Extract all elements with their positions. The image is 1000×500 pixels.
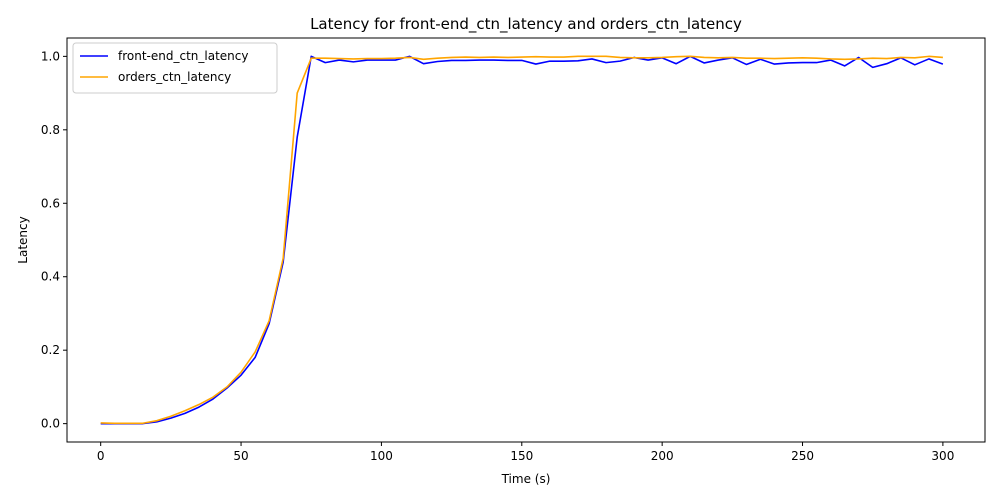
legend-label-0: front-end_ctn_latency	[118, 49, 248, 63]
series-line-1	[100, 55, 943, 425]
x-tick-label: 300	[931, 449, 954, 463]
plot-frame	[66, 37, 986, 443]
y-tick-label: 0.6	[41, 196, 60, 210]
tick-marks: 0 50 100 150 200 250 300 0.0 0.2 0.4 0.6 0.8 1.0	[41, 49, 954, 463]
x-tick-label: 150	[510, 449, 533, 463]
legend: front-end_ctn_latency orders_ctn_latency	[72, 42, 278, 94]
x-tick-label: 100	[370, 449, 393, 463]
x-tick-label: 200	[651, 449, 674, 463]
y-tick-label: 0.0	[41, 417, 60, 431]
y-tick-label: 1.0	[41, 49, 60, 63]
x-tick-label: 250	[791, 449, 814, 463]
series-lines	[100, 55, 944, 425]
y-tick-label: 0.8	[41, 123, 60, 137]
legend-box	[72, 42, 278, 94]
x-tick-label: 0	[97, 449, 105, 463]
x-axis-label: Time (s)	[501, 472, 551, 486]
chart-title: Latency for front-end_ctn_latency and or…	[310, 15, 742, 34]
y-axis-label: Latency	[16, 216, 30, 263]
legend-label-1: orders_ctn_latency	[118, 70, 231, 84]
x-tick-label: 50	[233, 449, 248, 463]
y-tick-label: 0.2	[41, 343, 60, 357]
series-line-0	[100, 55, 944, 425]
y-tick-label: 0.4	[41, 270, 60, 284]
